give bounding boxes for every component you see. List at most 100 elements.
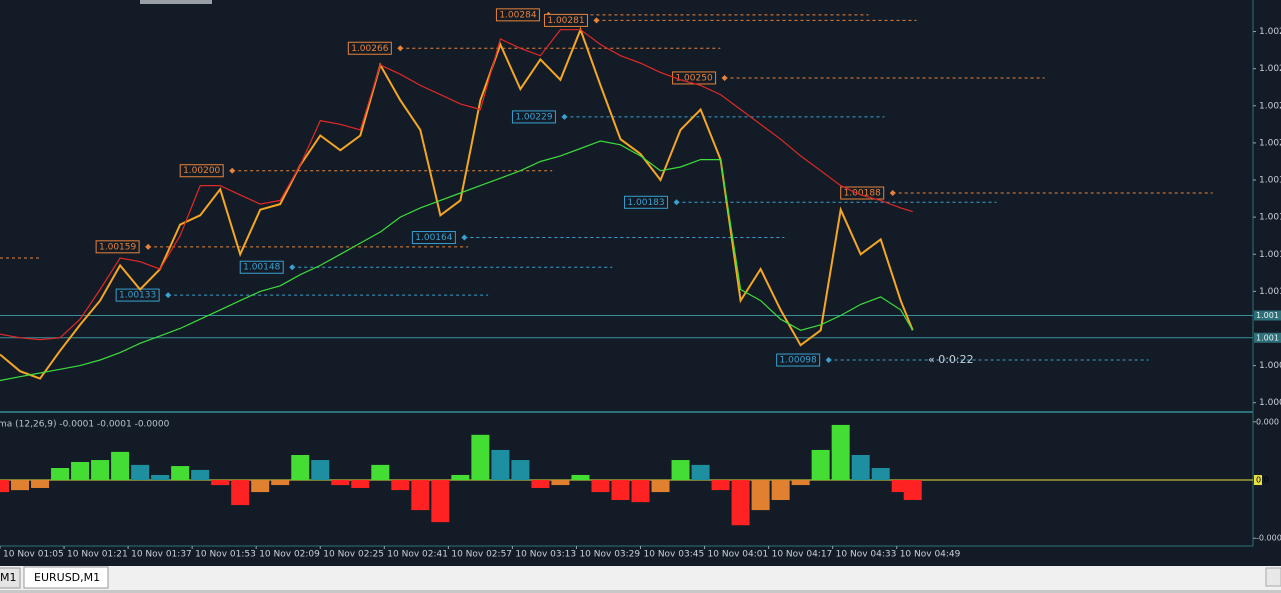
x-tick-label: 10 Nov 04:01: [708, 550, 769, 560]
y-tick-label: 1.002: [1259, 27, 1281, 37]
histogram-bar: [151, 474, 170, 481]
histogram-bar: [711, 480, 730, 491]
series-line: [0, 29, 913, 341]
histogram-bar: [571, 474, 590, 481]
level-marker: [825, 357, 832, 364]
level-box: [776, 353, 821, 367]
indicator-label: ma (12,26,9) -0.0001 -0.0001 -0.0000: [0, 420, 170, 430]
y-tick-label: 1.001: [1259, 250, 1281, 260]
histogram-bar: [251, 480, 270, 493]
level-box: [411, 231, 456, 245]
histogram-bar: [591, 480, 610, 493]
scrollbar: [0, 590, 1281, 593]
tab-active[interactable]: [23, 566, 109, 589]
histogram-bar: [471, 434, 490, 481]
histogram-bar: [371, 464, 390, 481]
histogram-bar: [51, 468, 70, 481]
x-tick-label: 10 Nov 03:13: [515, 550, 576, 560]
price-box: [1254, 310, 1281, 321]
level-label: 1.00229: [515, 112, 552, 122]
x-tick-label: 10 Nov 03:45: [644, 550, 705, 560]
x-tick-label: 10 Nov 03:29: [579, 550, 640, 560]
histogram-bar: [791, 480, 810, 486]
level-box: [347, 41, 392, 55]
x-tick-label: 10 Nov 01:53: [195, 550, 256, 560]
histogram-bar: [271, 480, 290, 486]
x-tick-label: 10 Nov 04:49: [900, 550, 961, 560]
histogram-bar: [431, 480, 450, 523]
tab[interactable]: [0, 567, 21, 589]
level-box: [624, 195, 669, 209]
level-label: 1.00266: [351, 44, 388, 54]
x-tick-label: 10 Nov 02:09: [259, 550, 320, 560]
level-label: 1.00183: [627, 198, 664, 208]
level-label: 1.00250: [675, 73, 712, 83]
y-tick-label: 1.001: [1259, 213, 1281, 223]
histogram-bar: [451, 474, 470, 481]
level-label: 1.00164: [415, 233, 452, 243]
x-tick-label: 10 Nov 02:57: [451, 550, 512, 560]
scroll-button[interactable]: [1265, 567, 1281, 587]
histogram-bar: [771, 480, 790, 501]
histogram-bar: [811, 449, 830, 481]
histogram-bar: [751, 480, 770, 511]
level-box: [95, 240, 140, 254]
histogram-bar: [671, 460, 690, 481]
zero-box: [1254, 475, 1262, 486]
level-marker: [145, 243, 152, 250]
histogram-bar: [511, 460, 530, 481]
x-tick-label: 10 Nov 01:05: [3, 550, 64, 560]
tab-label[interactable]: M1: [0, 571, 17, 584]
histogram-bar: [903, 480, 922, 501]
histogram-bar: [171, 466, 190, 481]
histogram-bar: [31, 480, 50, 488]
y-tick-label: 1.002: [1259, 101, 1281, 111]
level-marker: [229, 167, 236, 174]
series-line: [0, 140, 914, 382]
y-tick-label: 1.001: [1259, 287, 1281, 297]
tab-label[interactable]: EURUSD,M1: [34, 571, 100, 584]
level-marker: [397, 45, 404, 52]
x-tick-label: 10 Nov 01:37: [131, 550, 192, 560]
y-tick-label: 1.000: [1259, 361, 1281, 371]
level-box: [239, 260, 284, 274]
level-marker: [561, 113, 568, 120]
level-label: 1.00133: [119, 291, 156, 301]
histogram-bar: [611, 480, 630, 501]
y-tick-label: 1.000: [1259, 398, 1281, 408]
level-label: 1.00284: [499, 10, 536, 20]
histogram-bar: [871, 468, 890, 481]
price-box: [1254, 332, 1281, 343]
histogram-bar: [191, 469, 210, 481]
y-tick-label: -0.000: [1256, 534, 1281, 543]
level-label: 1.00281: [547, 16, 584, 26]
histogram-bar: [831, 424, 850, 481]
level-marker: [461, 234, 468, 241]
histogram-bar: [691, 464, 710, 481]
level-marker: [289, 264, 296, 271]
histogram-bar: [231, 480, 250, 506]
histogram-bar: [71, 461, 90, 481]
x-tick-label: 10 Nov 02:25: [323, 550, 384, 560]
level-box: [511, 110, 556, 124]
level-box: [495, 8, 540, 22]
y-tick-label: 0.000: [1256, 417, 1279, 426]
level-label: 1.00148: [243, 263, 280, 273]
level-label: 1.00098: [780, 356, 817, 366]
y-tick-label: 0.0: [1256, 476, 1269, 485]
level-marker: [889, 190, 896, 197]
histogram-bar: [111, 451, 130, 481]
x-tick-label: 10 Nov 04:33: [836, 550, 897, 560]
level-label: 1.00200: [183, 166, 220, 176]
price-label: 1.001: [1256, 311, 1279, 320]
level-label: 1.00159: [99, 242, 136, 252]
level-box: [179, 164, 224, 178]
level-marker: [593, 17, 600, 24]
histogram-bar: [331, 480, 350, 486]
x-tick-label: 10 Nov 01:21: [67, 550, 128, 560]
histogram-bar: [491, 449, 510, 481]
level-marker: [673, 199, 680, 206]
level-marker: [165, 292, 172, 299]
countdown: « 0:0:22: [928, 353, 974, 366]
